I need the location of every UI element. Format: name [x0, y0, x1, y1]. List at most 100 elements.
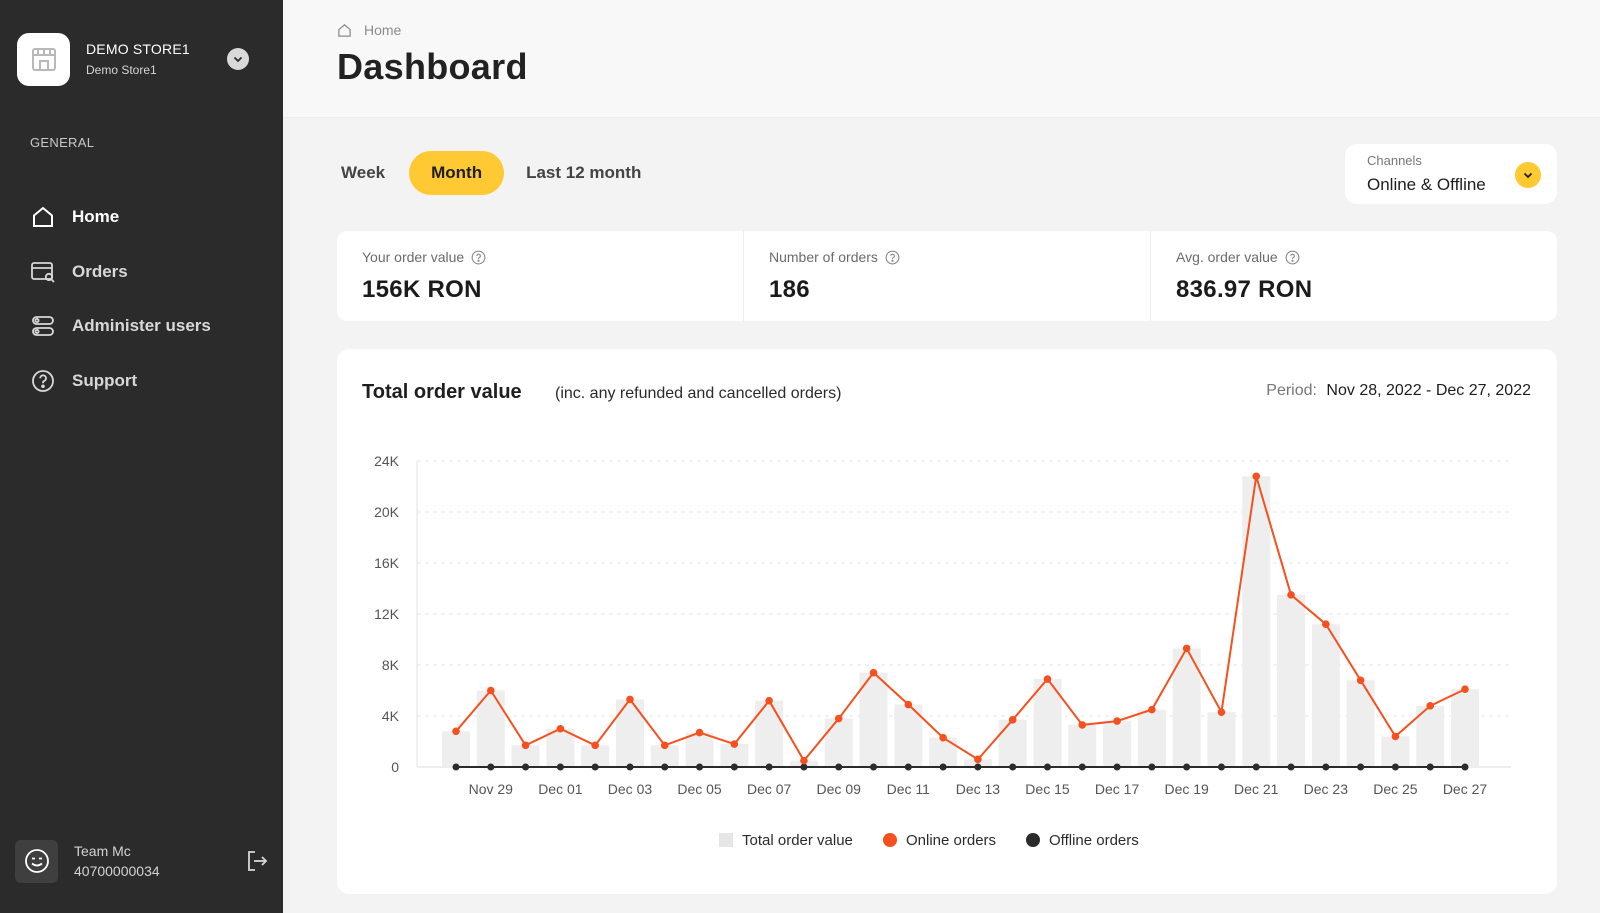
online-point	[1252, 472, 1261, 481]
logout-icon[interactable]	[244, 848, 270, 874]
bar	[476, 690, 505, 767]
online-point	[556, 724, 565, 733]
bar	[615, 699, 644, 767]
chart-title: Total order value	[362, 381, 522, 403]
offline-point	[835, 763, 843, 771]
store-name: DEMO STORE1	[86, 41, 190, 57]
online-point	[1391, 732, 1400, 741]
bar	[1103, 721, 1132, 767]
help-icon[interactable]	[1285, 250, 1300, 265]
offline-point	[452, 763, 460, 771]
sidebar-item-support[interactable]: Support	[30, 354, 260, 409]
legend-label: Offline orders	[1049, 832, 1139, 849]
bar	[1381, 736, 1410, 767]
online-point	[1287, 591, 1295, 599]
bar	[859, 672, 888, 767]
bar	[1172, 648, 1201, 767]
sidebar-item-label: Home	[72, 207, 120, 227]
bar	[581, 745, 610, 767]
online-point	[1078, 721, 1087, 729]
period-tabs: Week Month Last 12 month	[337, 151, 663, 195]
x-tick-label: Nov 29	[469, 781, 514, 797]
chart-period: Period: Nov 28, 2022 - Dec 27, 2022	[1266, 382, 1531, 400]
tab-last-12-month[interactable]: Last 12 month	[526, 163, 642, 182]
offline-point	[626, 763, 634, 771]
bar	[685, 732, 714, 767]
offline-point	[1078, 763, 1086, 771]
bar	[1277, 594, 1306, 767]
online-point	[974, 755, 982, 764]
online-point	[1148, 705, 1156, 714]
online-point	[1113, 717, 1121, 725]
sidebar-item-orders[interactable]: Orders	[30, 245, 260, 300]
stat-label: Number of orders	[769, 249, 878, 265]
online-point	[1461, 685, 1469, 694]
online-point	[1356, 676, 1365, 685]
home-icon[interactable]	[337, 23, 352, 38]
help-icon[interactable]	[471, 250, 486, 265]
offline-point	[870, 763, 878, 771]
online-point	[486, 686, 495, 695]
x-tick-label: Dec 19	[1164, 781, 1209, 797]
avatar[interactable]	[15, 839, 58, 883]
tab-month[interactable]: Month	[409, 151, 505, 195]
tab-week[interactable]: Week	[341, 163, 386, 182]
offline-point	[1461, 763, 1469, 771]
stat-value: 156K RON	[362, 276, 482, 303]
help-icon[interactable]	[885, 250, 900, 265]
online-point	[1008, 716, 1017, 724]
legend-label: Total order value	[742, 832, 853, 849]
bar	[1207, 712, 1236, 767]
offline-point	[1113, 763, 1121, 771]
bar	[511, 745, 540, 767]
bar	[1346, 680, 1375, 767]
dashboard-content: Week Month Last 12 month Channels Online…	[283, 118, 1600, 913]
user-panel: Team Mc 40700000034	[15, 838, 270, 884]
bar	[546, 728, 575, 767]
x-tick-label: Dec 03	[608, 781, 653, 797]
store-switcher[interactable]: DEMO STORE1 Demo Store1	[17, 32, 267, 86]
offline-point	[591, 763, 599, 771]
x-tick-label: Dec 27	[1443, 781, 1488, 797]
online-point	[452, 727, 460, 736]
offline-point	[1252, 763, 1260, 771]
sidebar-item-home[interactable]: Home	[30, 190, 260, 245]
store-subtitle: Demo Store1	[86, 63, 157, 77]
bar	[1033, 679, 1062, 767]
bar	[1137, 709, 1166, 767]
offline-point	[730, 763, 738, 771]
chevron-down-icon[interactable]	[227, 48, 249, 70]
y-tick-label: 12K	[374, 606, 400, 622]
x-tick-label: Dec 15	[1025, 781, 1070, 797]
offline-point	[1009, 763, 1017, 771]
online-point	[1322, 620, 1330, 628]
bar	[650, 745, 679, 767]
offline-point	[800, 763, 808, 771]
breadcrumb: Home	[337, 22, 401, 38]
online-point	[660, 741, 669, 750]
x-tick-label: Dec 07	[747, 781, 792, 797]
online-point	[869, 668, 878, 677]
legend-swatch	[1026, 833, 1040, 847]
total-order-value-card: 0 4K 8K 12K 16K 20K 24K Nov 29 Dec 01 Dec 03 Dec 0…	[337, 349, 1557, 894]
online-point	[834, 714, 843, 723]
channels-label: Channels	[1367, 153, 1422, 168]
online-point	[1182, 644, 1191, 653]
breadcrumb-home[interactable]: Home	[364, 22, 402, 38]
x-tick-label: Dec 17	[1095, 781, 1140, 797]
stat-value: 186	[769, 276, 810, 303]
online-point	[939, 733, 947, 742]
sidebar-nav: Home Orders Administer users Support	[30, 190, 260, 408]
period-label: Period:	[1266, 382, 1317, 399]
support-icon	[30, 368, 56, 394]
channels-value: Online & Offline	[1367, 175, 1486, 194]
offline-point	[1217, 763, 1225, 771]
sidebar-item-administer-users[interactable]: Administer users	[30, 299, 260, 354]
channels-select[interactable]: Channels Online & Offline	[1345, 144, 1557, 204]
online-point	[1426, 702, 1435, 710]
legend-label: Online orders	[906, 832, 996, 849]
bar	[1242, 476, 1271, 767]
stat-label: Avg. order value	[1176, 249, 1278, 265]
x-tick-label: Dec 05	[677, 781, 722, 797]
chevron-down-icon[interactable]	[1515, 162, 1541, 188]
